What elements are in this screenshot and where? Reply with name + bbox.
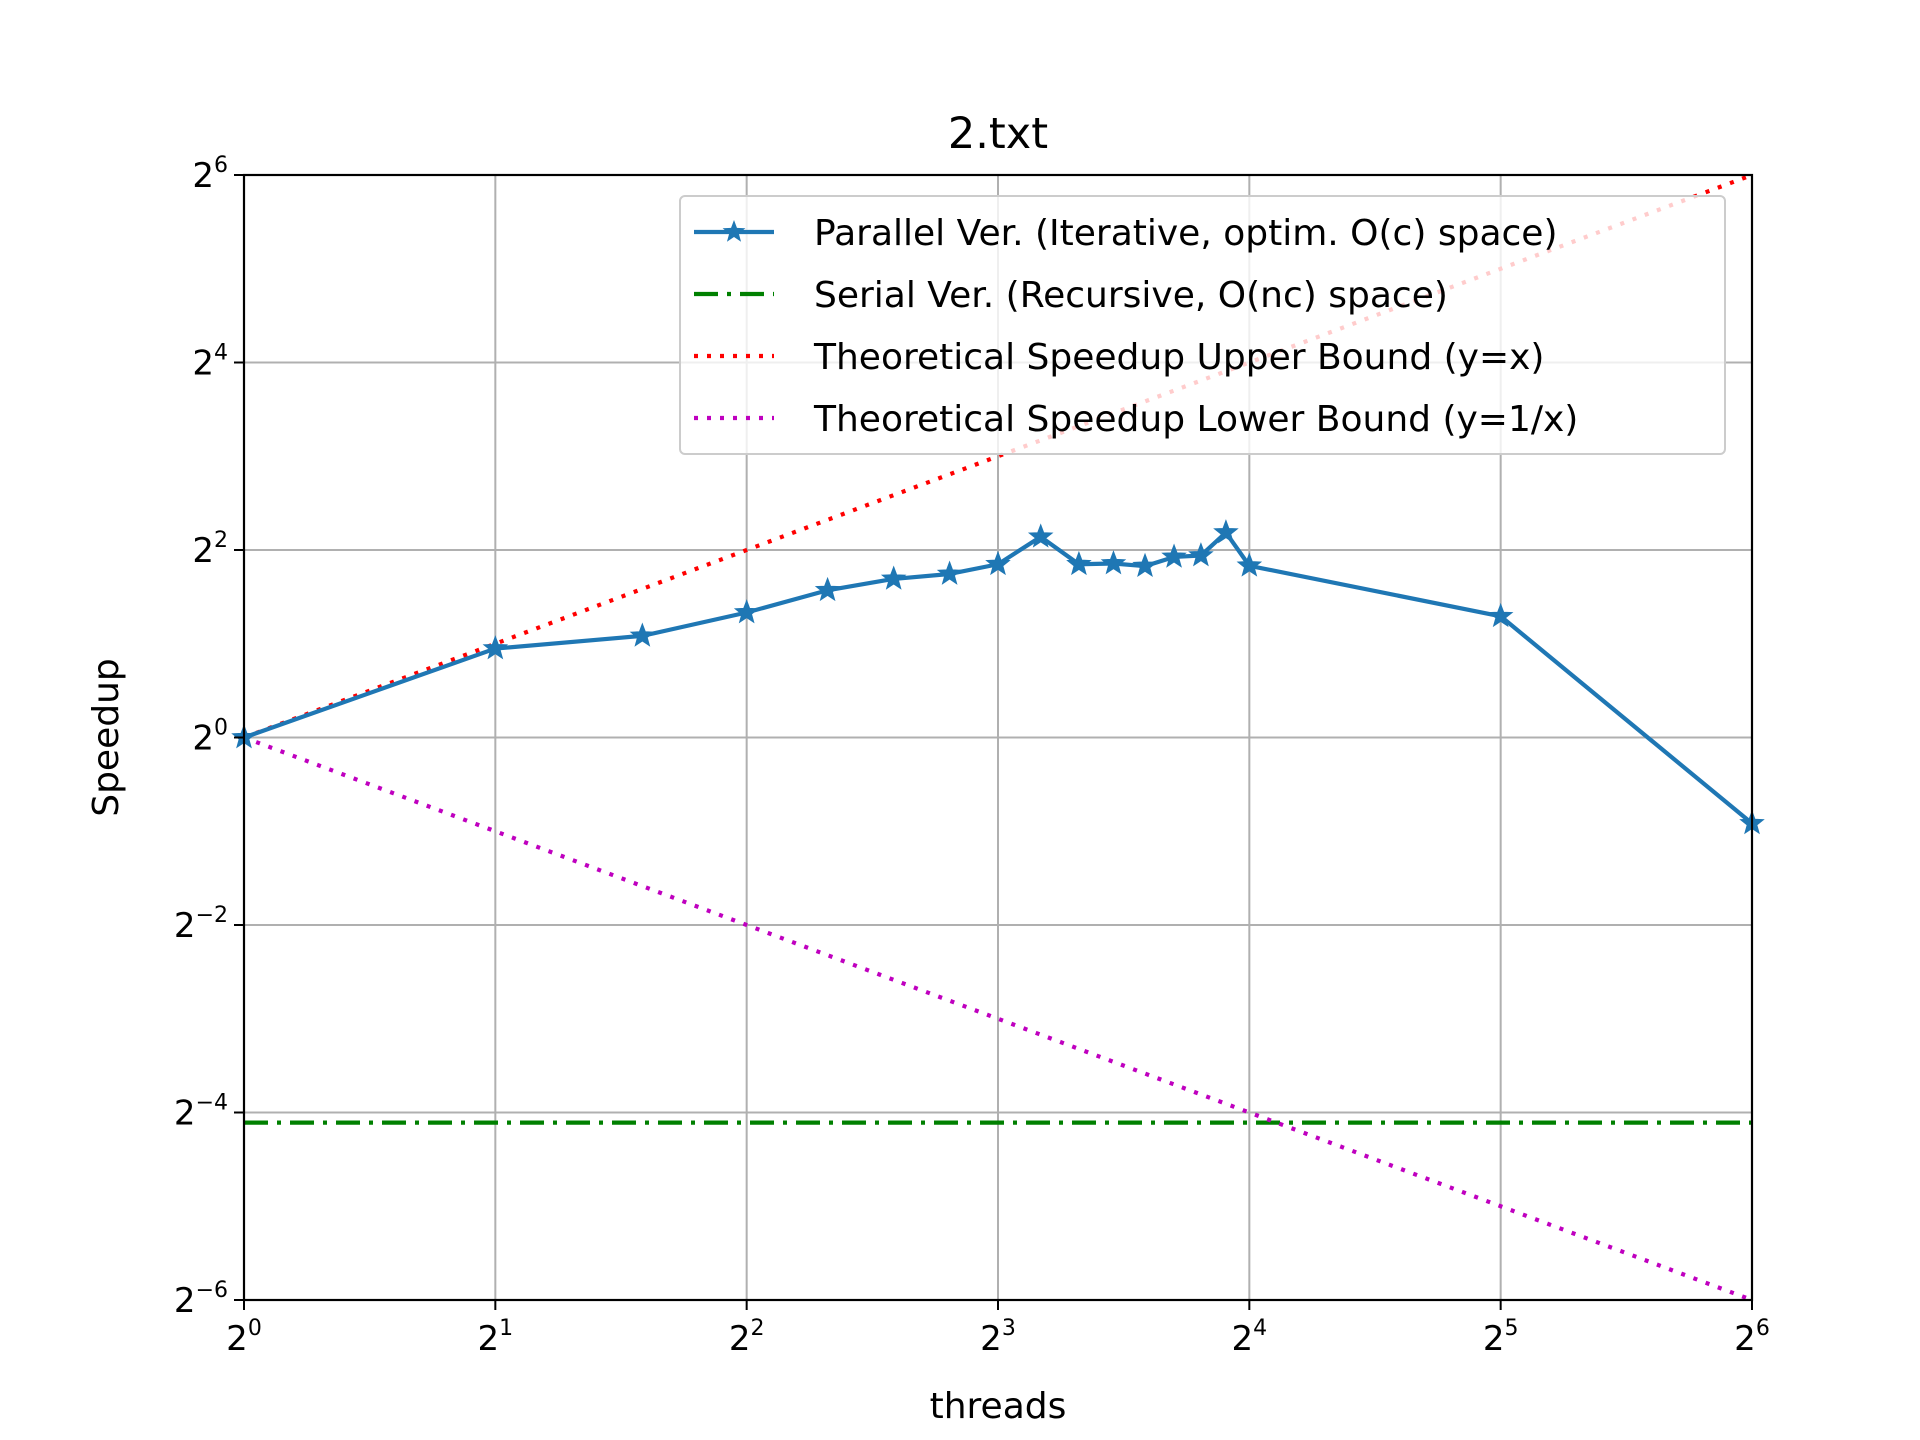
data-point-star <box>1066 550 1092 576</box>
x-tick-exponent: 5 <box>1504 1316 1518 1341</box>
y-tick-exponent: 2 <box>214 528 228 553</box>
legend-label: Serial Ver. (Recursive, O(nc) space) <box>814 275 1448 316</box>
y-tick-label: 2−4 <box>174 1091 228 1134</box>
y-tick-exponent: 6 <box>214 153 228 178</box>
legend-label: Parallel Ver. (Iterative, optim. O(c) sp… <box>814 213 1557 254</box>
data-point-star <box>1213 519 1239 544</box>
x-axis-title: threads <box>930 1386 1067 1427</box>
data-point-star <box>814 576 841 602</box>
y-tick-label: 20 <box>192 716 228 759</box>
x-tick-exponent: 3 <box>1002 1316 1016 1341</box>
x-tick-base: 2 <box>980 1319 1002 1359</box>
x-tick-label: 26 <box>1734 1316 1770 1359</box>
y-tick-base: 2 <box>174 1094 196 1134</box>
series-3 <box>244 735 1752 1300</box>
y-tick-exponent: −6 <box>196 1278 228 1303</box>
data-point-star <box>482 635 509 660</box>
legend: Parallel Ver. (Iterative, optim. O(c) sp… <box>679 195 1726 455</box>
chart-title: 2.txt <box>948 109 1048 159</box>
y-tick-base: 2 <box>174 1281 196 1321</box>
y-tick-label: 26 <box>192 153 228 196</box>
data-point-star <box>936 560 963 585</box>
x-tick-exponent: 0 <box>248 1316 262 1341</box>
legend-label: Theoretical Speedup Lower Bound (y=1/x) <box>813 399 1578 440</box>
x-tick-base: 2 <box>729 1319 751 1359</box>
y-tick-label: 22 <box>192 528 228 571</box>
x-tick-base: 2 <box>478 1319 500 1359</box>
x-tick-base: 2 <box>1232 1319 1254 1359</box>
legend-label: Theoretical Speedup Upper Bound (y=x) <box>813 337 1544 378</box>
data-point-star <box>733 599 760 624</box>
x-tick-exponent: 6 <box>1756 1316 1770 1341</box>
y-tick-label: 2−6 <box>174 1278 228 1321</box>
data-point-star <box>1188 542 1214 567</box>
y-axis-title: Speedup <box>86 658 127 817</box>
x-tick-base: 2 <box>1483 1319 1505 1359</box>
y-tick-label: 2−2 <box>174 903 228 946</box>
y-tick-base: 2 <box>192 531 214 571</box>
x-tick-label: 21 <box>478 1316 514 1359</box>
data-point-star <box>985 550 1011 576</box>
x-tick-label: 25 <box>1483 1316 1519 1359</box>
y-tick-exponent: −2 <box>196 903 228 928</box>
x-tick-base: 2 <box>226 1319 248 1359</box>
legend-marker-star <box>722 220 746 242</box>
data-point-star <box>629 622 656 647</box>
x-tick-base: 2 <box>1734 1319 1756 1359</box>
data-point-star <box>880 565 907 590</box>
x-tick-label: 24 <box>1232 1316 1268 1359</box>
data-point-star <box>1161 543 1187 568</box>
y-tick-exponent: −4 <box>196 1091 228 1116</box>
data-point-star <box>1236 552 1263 577</box>
y-tick-exponent: 4 <box>214 341 228 366</box>
data-point-star <box>1100 550 1127 575</box>
y-tick-base: 2 <box>174 906 196 946</box>
x-tick-label: 22 <box>729 1316 765 1359</box>
x-tick-label: 23 <box>980 1316 1016 1359</box>
x-tick-exponent: 4 <box>1253 1316 1267 1341</box>
data-point-star <box>1027 523 1054 548</box>
data-point-star <box>1132 552 1158 578</box>
y-tick-exponent: 0 <box>214 716 228 741</box>
x-tick-exponent: 1 <box>499 1316 513 1341</box>
data-point-star <box>1487 602 1514 628</box>
legend-box <box>679 195 1726 455</box>
y-tick-label: 24 <box>192 341 228 384</box>
y-tick-base: 2 <box>192 719 214 759</box>
y-tick-base: 2 <box>192 344 214 384</box>
x-tick-label: 20 <box>226 1316 262 1359</box>
series-0 <box>231 519 1765 835</box>
series-line <box>244 735 1752 1300</box>
y-tick-base: 2 <box>192 156 214 196</box>
x-tick-exponent: 2 <box>750 1316 764 1341</box>
